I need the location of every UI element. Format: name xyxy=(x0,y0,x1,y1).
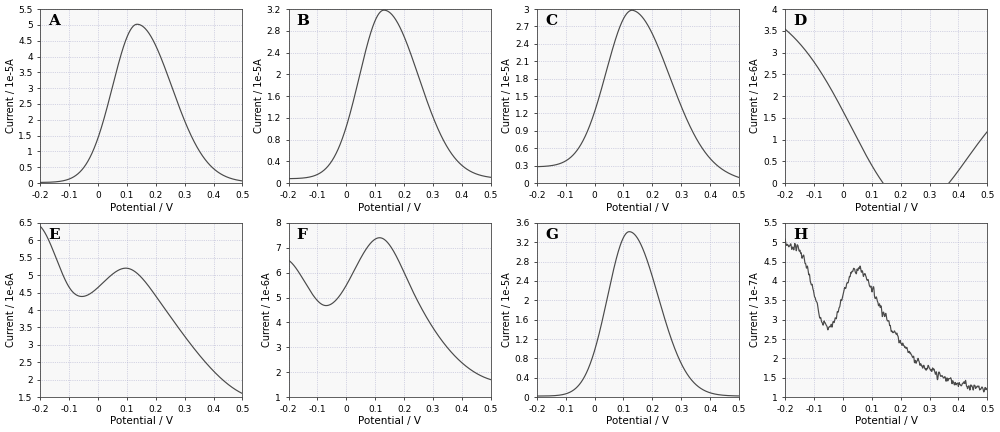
Y-axis label: Current / 1e-5A: Current / 1e-5A xyxy=(502,273,512,347)
X-axis label: Potential / V: Potential / V xyxy=(606,203,669,213)
Text: A: A xyxy=(48,14,60,28)
Y-axis label: Current / 1e-6A: Current / 1e-6A xyxy=(750,59,760,133)
Y-axis label: Current / 1e-6A: Current / 1e-6A xyxy=(6,273,16,347)
Text: H: H xyxy=(793,228,808,242)
Y-axis label: Current / 1e-5A: Current / 1e-5A xyxy=(502,59,512,133)
Y-axis label: Current / 1e-7A: Current / 1e-7A xyxy=(750,273,760,347)
X-axis label: Potential / V: Potential / V xyxy=(358,416,421,426)
Text: E: E xyxy=(48,228,60,242)
Y-axis label: Current / 1e-5A: Current / 1e-5A xyxy=(6,59,16,133)
Y-axis label: Current / 1e-6A: Current / 1e-6A xyxy=(262,273,272,347)
Text: B: B xyxy=(297,14,310,28)
Text: G: G xyxy=(545,228,558,242)
X-axis label: Potential / V: Potential / V xyxy=(606,416,669,426)
Text: D: D xyxy=(793,14,806,28)
X-axis label: Potential / V: Potential / V xyxy=(110,203,173,213)
X-axis label: Potential / V: Potential / V xyxy=(855,203,918,213)
X-axis label: Potential / V: Potential / V xyxy=(110,416,173,426)
Text: C: C xyxy=(545,14,557,28)
X-axis label: Potential / V: Potential / V xyxy=(358,203,421,213)
Y-axis label: Current / 1e-5A: Current / 1e-5A xyxy=(254,59,264,133)
X-axis label: Potential / V: Potential / V xyxy=(855,416,918,426)
Text: F: F xyxy=(297,228,308,242)
